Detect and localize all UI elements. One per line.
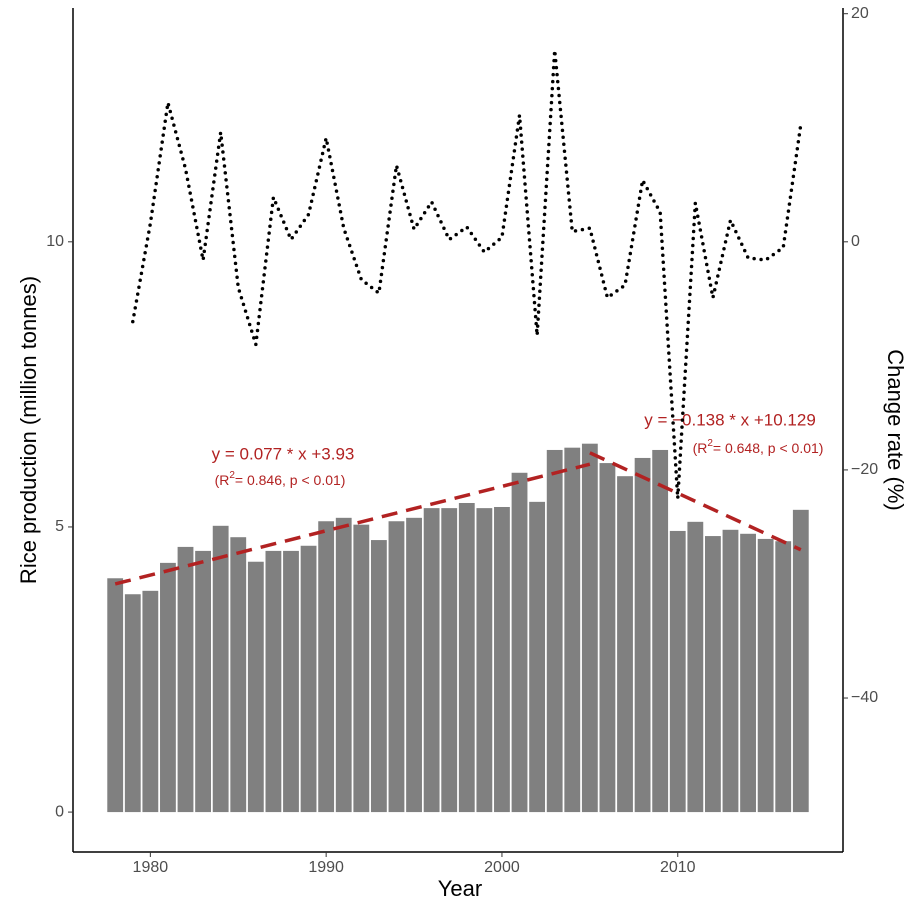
bar [511, 472, 528, 813]
bar [265, 550, 282, 813]
bar [423, 508, 440, 813]
bar [388, 521, 405, 813]
bar [107, 578, 124, 813]
x-tick-label: 1990 [308, 859, 344, 876]
note-part: = 0.648, p < 0.01) [713, 440, 824, 456]
bar [124, 594, 141, 813]
bar [476, 508, 493, 813]
bar [757, 538, 774, 813]
y-tick-label: 10 [46, 233, 64, 250]
bar [353, 524, 370, 813]
annotation-note: (R2= 0.648, p < 0.01) [693, 438, 824, 456]
y2-tick-label: −40 [851, 689, 878, 706]
bar [458, 502, 475, 813]
y-tick-label: 5 [55, 518, 64, 535]
trend-line [589, 451, 802, 552]
bar [704, 536, 721, 813]
y2-tick-label: 20 [851, 5, 869, 22]
bar [318, 521, 335, 813]
bar [599, 463, 616, 813]
bar [195, 550, 212, 813]
bar [722, 529, 739, 813]
note-part: (R [215, 472, 230, 488]
bar [740, 533, 756, 813]
x-tick-label: 2000 [484, 859, 520, 876]
bar [564, 447, 581, 813]
bar [247, 561, 264, 813]
note-sup: 2 [707, 438, 713, 449]
bar [792, 509, 809, 813]
bar [546, 449, 563, 813]
y2-tick-label: 0 [851, 233, 860, 250]
bar [406, 517, 422, 813]
x-tick-label: 1980 [133, 859, 169, 876]
bar [283, 550, 299, 813]
bar [370, 540, 387, 813]
change-rate-line [131, 50, 803, 499]
bar [581, 443, 598, 813]
x-axis-title: Year [438, 876, 482, 901]
y-axis-title: Rice production (million tonnes) [16, 276, 41, 584]
y2-tick-label: −20 [851, 461, 878, 478]
bar [335, 517, 352, 813]
bar [177, 546, 194, 813]
bar [775, 541, 792, 813]
bar [142, 590, 159, 813]
bar [529, 501, 546, 813]
bar [494, 506, 510, 813]
bar [687, 521, 704, 813]
bar [160, 562, 176, 813]
x-tick-label: 2010 [660, 859, 696, 876]
bar [669, 530, 686, 813]
trend-line [114, 462, 591, 586]
annotation: y = −0.138 * x +10.129 [644, 410, 816, 429]
note-part: = 0.846, p < 0.01) [235, 472, 346, 488]
annotation-note: (R2= 0.846, p < 0.01) [215, 470, 346, 488]
y2-axis-title: Change rate (%) [883, 349, 908, 510]
annotation: y = 0.077 * x +3.93 [212, 444, 355, 463]
bar [652, 449, 669, 813]
y-tick-label: 0 [55, 803, 64, 820]
bar [634, 457, 651, 813]
bar [230, 537, 247, 813]
note-sup: 2 [229, 470, 235, 481]
bar [441, 508, 458, 813]
note-part: (R [693, 440, 708, 456]
bar [300, 545, 317, 813]
bar [617, 476, 633, 813]
bar [212, 525, 229, 813]
